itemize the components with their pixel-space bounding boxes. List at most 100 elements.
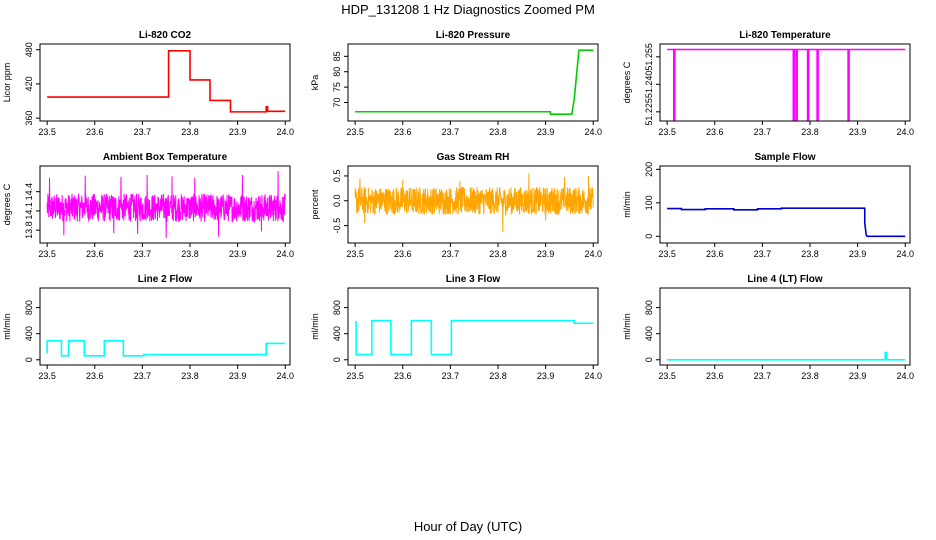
x-tick-label: 23.6 (706, 127, 724, 137)
x-tick-label: 23.6 (394, 371, 412, 381)
y-tick-label: 14.1 (24, 202, 34, 220)
x-tick-label: 23.6 (394, 127, 412, 137)
plot-frame (39, 287, 291, 366)
y-tick-label: 13.8 (24, 221, 34, 239)
x-tick-label: 23.6 (394, 249, 412, 259)
x-tick-label: 23.5 (658, 371, 676, 381)
x-tick-label: 23.9 (537, 371, 555, 381)
y-tick-label: 51.240 (644, 71, 654, 99)
x-tick-label: 24.0 (584, 249, 602, 259)
x-tick-label: 23.5 (38, 249, 56, 259)
plot-frame (39, 43, 291, 122)
panel-7: Line 2 Flow ml/min 23.5 23.6 23.7 23.8 23.9 24.… (2, 274, 294, 381)
panel-title: Line 2 Flow (138, 274, 193, 285)
y-tick-label: 100 (644, 195, 654, 210)
x-tick-label: 23.7 (754, 371, 772, 381)
x-tick-label: 23.7 (134, 371, 152, 381)
figure-title: HDP_131208 1 Hz Diagnostics Zoomed PM (341, 2, 595, 17)
panel-title: Li-820 Pressure (436, 30, 511, 41)
panel-8: Line 3 Flow ml/min 23.5 23.6 23.7 23.8 23.9 24.… (310, 274, 602, 381)
y-tick-label: 400 (644, 326, 654, 341)
x-tick-label: 24.0 (276, 127, 294, 137)
y-tick-label: 400 (332, 326, 342, 341)
y-axis-label: ml/min (622, 191, 632, 218)
y-axis-label: Licor ppm (2, 63, 12, 103)
series-line (667, 207, 906, 238)
series-line (667, 48, 906, 121)
y-axis-label: kPa (310, 75, 320, 91)
y-tick-label: 200 (644, 162, 654, 177)
panel-2: Li-820 Pressure kPa 23.5 23.6 23.7 23.8 23.9 24… (310, 30, 602, 137)
panel-title: Li-820 Temperature (739, 30, 831, 41)
plot-frame (347, 287, 599, 366)
y-tick-label: 800 (332, 300, 342, 315)
x-tick-label: 23.5 (346, 127, 364, 137)
y-axis-label: ml/min (622, 313, 632, 340)
x-tick-label: 23.6 (706, 249, 724, 259)
panel-4: Ambient Box Temperature degrees C 23.5 23.6… (2, 152, 294, 259)
x-tick-label: 23.9 (849, 249, 867, 259)
x-tick-label: 23.8 (801, 127, 819, 137)
x-tick-label: 24.0 (584, 371, 602, 381)
x-tick-label: 23.7 (442, 249, 460, 259)
panel-title: Ambient Box Temperature (103, 152, 228, 163)
x-tick-label: 23.7 (754, 127, 772, 137)
x-tick-label: 23.6 (86, 127, 104, 137)
x-tick-label: 23.8 (489, 249, 507, 259)
x-tick-label: 23.7 (134, 249, 152, 259)
panel-title: Gas Stream RH (437, 152, 510, 163)
y-tick-label: 0 (644, 234, 654, 239)
series-line (667, 351, 906, 361)
x-tick-label: 23.6 (86, 249, 104, 259)
x-tick-label: 23.7 (754, 249, 772, 259)
x-tick-label: 23.5 (38, 127, 56, 137)
x-tick-label: 23.9 (229, 371, 247, 381)
x-tick-label: 23.7 (442, 127, 460, 137)
x-tick-label: 24.0 (276, 249, 294, 259)
x-tick-label: 23.9 (229, 249, 247, 259)
x-tick-label: 23.7 (442, 371, 460, 381)
plot-frame (347, 165, 599, 244)
y-tick-label: 800 (644, 300, 654, 315)
panel-title: Line 3 Flow (446, 274, 501, 285)
y-tick-label: 0 (24, 357, 34, 362)
figure-x-axis-label: Hour of Day (UTC) (414, 519, 522, 534)
panel-6: Sample Flow ml/min 23.5 23.6 23.7 23.8 23.9 24.… (622, 152, 914, 259)
y-tick-label: 400 (24, 326, 34, 341)
plot-frame (659, 43, 911, 122)
x-tick-label: 23.8 (181, 249, 199, 259)
plot-frame (659, 165, 911, 244)
y-tick-label: 420 (24, 76, 34, 91)
x-tick-label: 23.6 (86, 371, 104, 381)
y-tick-label: 360 (24, 111, 34, 126)
x-tick-label: 23.8 (801, 249, 819, 259)
x-tick-label: 23.8 (489, 127, 507, 137)
panel-1: Li-820 CO2 Licor ppm 23.5 23.6 23.7 23.8 23.9 2… (2, 30, 294, 137)
panel-title: Line 4 (LT) Flow (747, 274, 823, 285)
y-tick-label: 80 (332, 67, 342, 77)
y-tick-label: 51.225 (644, 98, 654, 126)
y-axis-label: degrees C (2, 183, 12, 225)
y-axis-label: degrees C (622, 61, 632, 103)
x-tick-label: 23.9 (849, 127, 867, 137)
series-line (355, 319, 594, 356)
series-line (354, 173, 594, 233)
x-tick-label: 23.8 (181, 371, 199, 381)
x-tick-label: 24.0 (896, 371, 914, 381)
x-tick-label: 23.8 (489, 371, 507, 381)
y-tick-label: -0.5 (332, 218, 342, 234)
panel-3: Li-820 Temperature degrees C 23.5 23.6 23.7 2… (622, 30, 914, 137)
panel-9: Line 4 (LT) Flow ml/min 23.5 23.6 23.7 23.8 23… (622, 274, 914, 381)
x-tick-label: 23.5 (658, 127, 676, 137)
x-tick-label: 23.9 (537, 127, 555, 137)
series-line (355, 49, 594, 116)
x-tick-label: 23.5 (346, 249, 364, 259)
x-tick-label: 23.9 (229, 127, 247, 137)
x-tick-label: 23.6 (706, 371, 724, 381)
y-axis-label: percent (310, 189, 320, 220)
y-tick-label: 0 (332, 357, 342, 362)
y-tick-label: 0 (644, 357, 654, 362)
x-tick-label: 23.5 (38, 371, 56, 381)
plot-frame (39, 165, 291, 244)
plot-frame (347, 43, 599, 122)
